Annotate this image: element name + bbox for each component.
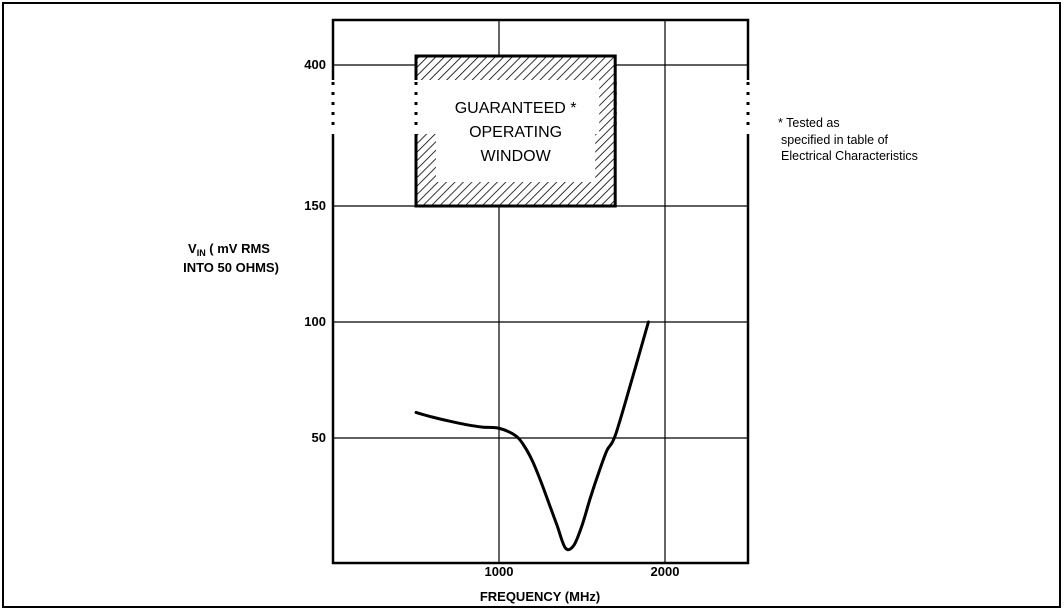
series-line-1	[414, 320, 650, 552]
y-axis-label-rest: ( mV RMS	[206, 241, 271, 256]
footnote-line-2: specified in table of	[781, 133, 889, 147]
window-inner-area	[436, 80, 596, 182]
axis-break-gap-left	[330, 80, 336, 134]
window-break-gap-left	[412, 80, 436, 134]
footnote-line-3: Electrical Characteristics	[781, 149, 918, 163]
y-axis-label-line1: VIN ( mV RMS	[188, 241, 270, 258]
plot-area	[331, 18, 750, 565]
y-tick-label-400: 400	[304, 57, 326, 72]
footnote-line-1: * Tested as	[778, 116, 840, 130]
axis-break-gap-right	[745, 80, 751, 134]
window-label-line-2: OPERATING	[469, 124, 562, 141]
window-label-line-1: GUARANTEED *	[455, 100, 577, 117]
y-tick-label-50: 50	[312, 430, 326, 445]
x-tick-label-2000: 2000	[651, 564, 680, 579]
guaranteed-window: GUARANTEED * OPERATING WINDOW	[412, 54, 617, 208]
series-layer	[414, 320, 650, 552]
window-label-line-3: WINDOW	[480, 148, 551, 165]
y-axis-label-sub: IN	[197, 248, 206, 258]
x-tick-label-1000: 1000	[485, 564, 514, 579]
y-tick-label-150: 150	[304, 198, 326, 213]
y-axis-label-main: V	[188, 241, 197, 256]
axis-breaks	[330, 80, 751, 134]
footnote: * Tested as specified in table of Electr…	[778, 116, 918, 163]
window-break-gap-right	[595, 80, 600, 134]
tick-labels: 1000 2000 50 100 150 400	[304, 57, 679, 579]
grid	[333, 20, 748, 563]
x-axis-label: FREQUENCY (MHz)	[480, 589, 600, 604]
y-tick-label-100: 100	[304, 314, 326, 329]
y-axis-label-line2: INTO 50 OHMS)	[183, 260, 279, 275]
